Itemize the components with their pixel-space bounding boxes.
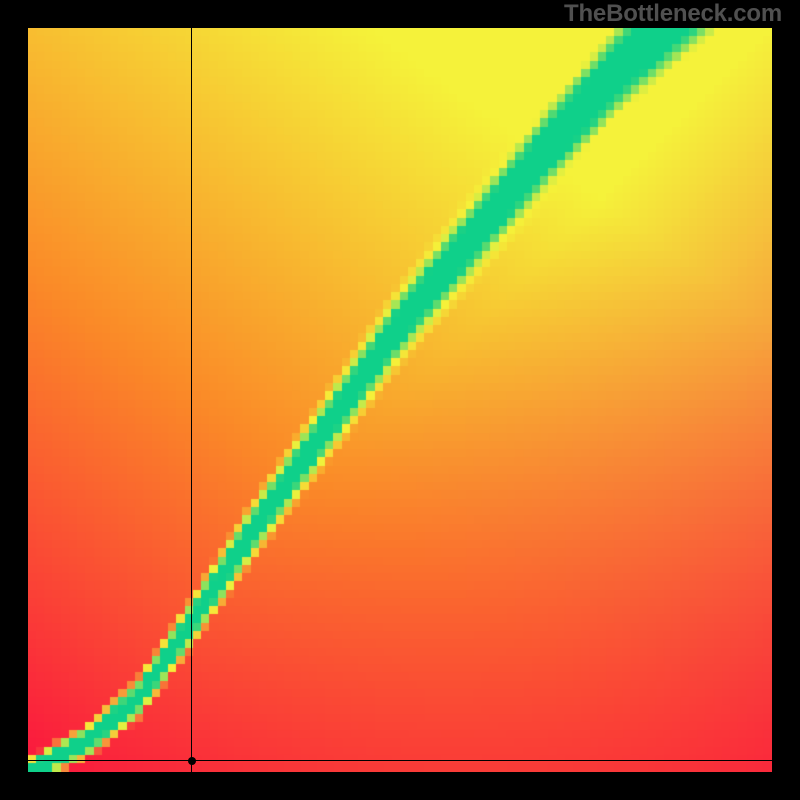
crosshair-marker	[188, 757, 196, 765]
crosshair-vertical	[191, 28, 192, 772]
watermark-text: TheBottleneck.com	[564, 0, 782, 28]
chart-root: TheBottleneck.com	[0, 0, 800, 800]
crosshair-horizontal	[28, 760, 772, 761]
heatmap-canvas	[28, 28, 772, 772]
plot-area	[28, 28, 772, 772]
